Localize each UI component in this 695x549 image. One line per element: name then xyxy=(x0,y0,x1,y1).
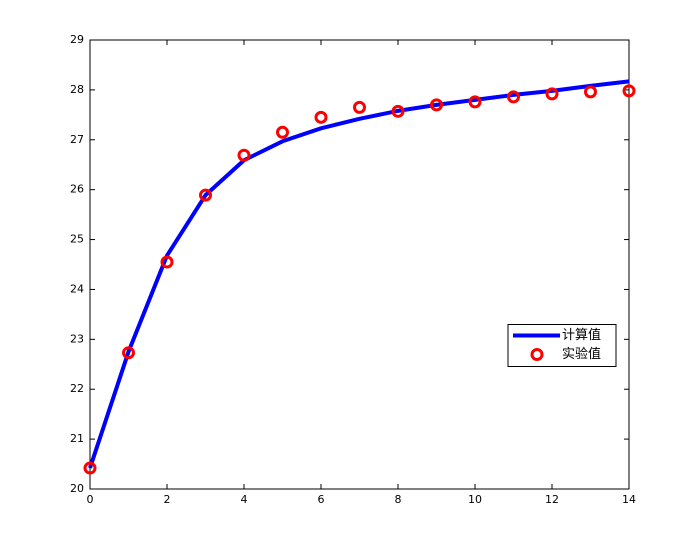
legend-box xyxy=(507,324,617,367)
marker xyxy=(276,125,289,139)
y-tick-label: 27 xyxy=(70,133,84,146)
marker xyxy=(430,98,443,112)
y-tick-label: 24 xyxy=(70,282,84,295)
marker xyxy=(122,346,135,360)
x-tick-label: 2 xyxy=(164,493,171,506)
legend-label: 计算值 xyxy=(562,327,601,343)
legend-marker xyxy=(530,348,544,361)
marker xyxy=(83,461,97,475)
marker xyxy=(584,85,597,99)
marker xyxy=(353,100,366,114)
y-tick-label: 23 xyxy=(70,332,84,345)
y-tick-label: 22 xyxy=(70,382,84,395)
marker xyxy=(545,87,559,101)
x-tick-label: 10 xyxy=(468,493,482,506)
line xyxy=(88,79,630,469)
x-tick-label: 6 xyxy=(318,493,325,506)
y-tick-label: 21 xyxy=(70,432,84,445)
marker xyxy=(507,90,520,104)
marker xyxy=(468,95,482,109)
marker xyxy=(622,84,636,98)
y-tick-label: 25 xyxy=(70,233,84,246)
marker xyxy=(391,104,405,118)
x-tick-label: 4 xyxy=(241,493,248,506)
y-tick-label: 29 xyxy=(70,33,84,46)
x-tick-label: 0 xyxy=(87,493,94,506)
legend-label: 实验值 xyxy=(562,346,601,362)
x-tick-label: 12 xyxy=(545,493,559,506)
marker xyxy=(160,255,174,269)
marker xyxy=(199,188,212,202)
y-tick-label: 28 xyxy=(70,83,84,96)
x-tick-label: 14 xyxy=(622,493,636,506)
marker xyxy=(237,148,251,162)
marker xyxy=(314,110,328,124)
x-tick-label: 8 xyxy=(395,493,402,506)
plot-area xyxy=(89,39,630,490)
y-tick-label: 26 xyxy=(70,183,84,196)
y-tick-label: 20 xyxy=(70,482,84,495)
